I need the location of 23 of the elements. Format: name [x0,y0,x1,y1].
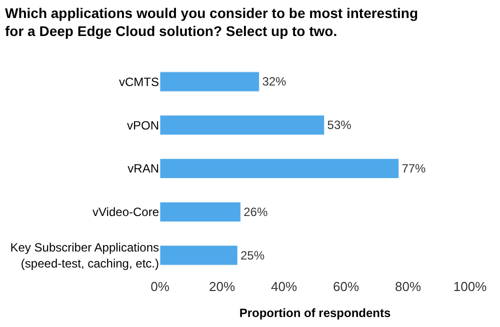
bar [160,158,399,179]
x-tick-label: 80% [394,279,422,294]
y-tick-label: vVideo-Core [92,205,160,220]
data-label: 53% [327,118,352,132]
x-tick-label: 40% [270,279,298,294]
x-axis-title: Proportion of respondents [239,306,391,320]
y-tick-label: vPON [126,118,159,132]
bar [160,72,260,92]
data-label: 77% [402,162,426,176]
x-tick-label: 60% [332,279,360,294]
x-tick-label: 0% [150,279,170,294]
y-tick-label: vRAN [128,162,159,176]
x-tick-label: 100% [453,279,488,294]
chart-title: Which applications would you consider to be most interesting for a Deep Edge Cloud solution? Select up to two. [5,4,418,40]
data-label: 25% [240,248,265,262]
bar [160,115,325,136]
x-tick-label: 20% [208,279,236,294]
bar [160,202,241,222]
y-tick-label: vCMTS [119,74,159,89]
y-tick-label: Key Subscriber Applications (speed-test, caching, etc.) [10,240,159,270]
data-label: 32% [262,74,287,89]
bar [160,245,238,266]
data-label: 26% [244,204,268,219]
